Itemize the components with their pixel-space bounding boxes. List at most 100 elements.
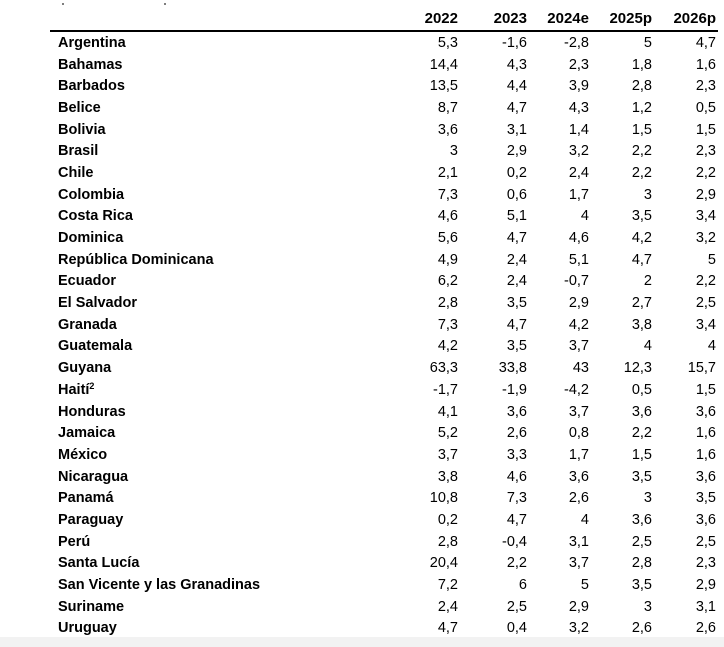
value-cell: 63,3 xyxy=(429,360,458,377)
country-name: Barbados xyxy=(58,78,125,95)
value-cell: 3,7 xyxy=(437,446,458,463)
value-cell: 4,9 xyxy=(437,251,458,268)
value-cell: 6,2 xyxy=(437,273,458,290)
country-name-cell: Perú xyxy=(50,531,380,553)
country-name: Bahamas xyxy=(58,56,123,73)
value-cell: 3,6 xyxy=(437,121,458,138)
table-row: San Vicente y las Granadinas 7,2 6 5 3,5 2,9 xyxy=(50,574,718,596)
value-cell: 13,5 xyxy=(429,78,458,95)
value-cell: 3,6 xyxy=(631,403,652,420)
value-cell: 4,6 xyxy=(506,468,527,485)
value-cell: 3,1 xyxy=(695,598,716,615)
table-row: Barbados 13,5 4,4 3,9 2,8 2,3 xyxy=(50,75,718,97)
growth-table-container: 2022 2023 2024e 2025p 2026p Argentina 5,3… xyxy=(50,7,718,642)
value-cell: 2,3 xyxy=(695,555,716,572)
value-cell: -1,9 xyxy=(502,381,527,398)
value-cell: 2,1 xyxy=(437,164,458,181)
value-cell: 2,8 xyxy=(631,78,652,95)
value-cell: 1,2 xyxy=(631,99,652,116)
value-cell: 2,9 xyxy=(506,143,527,160)
country-name-cell: Panamá xyxy=(50,487,380,509)
table-row: Dominica 5,6 4,7 4,6 4,2 3,2 xyxy=(50,227,718,249)
country-name-cell: Colombia xyxy=(50,184,380,206)
value-cell: -0,7 xyxy=(564,273,589,290)
country-name-cell: Ecuador xyxy=(50,271,380,293)
value-cell: 0,6 xyxy=(506,186,527,203)
value-cell: 0,5 xyxy=(695,99,716,116)
table-row: Suriname 2,4 2,5 2,9 3 3,1 xyxy=(50,596,718,618)
country-name-cell: Dominica xyxy=(50,227,380,249)
value-cell: 1,6 xyxy=(695,425,716,442)
value-cell: 4,3 xyxy=(506,56,527,73)
value-cell: 8,7 xyxy=(437,99,458,116)
value-cell: 5 xyxy=(643,34,652,51)
value-cell: 1,6 xyxy=(695,56,716,73)
country-name: Guyana xyxy=(58,360,112,377)
table-row: Perú 2,8 -0,4 3,1 2,5 2,5 xyxy=(50,531,718,553)
value-cell: 2,8 xyxy=(437,295,458,312)
value-cell: 5,1 xyxy=(568,251,589,268)
value-cell: 3,6 xyxy=(695,468,716,485)
value-cell: 3,6 xyxy=(695,403,716,420)
table-row: Ecuador 6,2 2,4 -0,7 2 2,2 xyxy=(50,271,718,293)
table-row: Brasil 3 2,9 3,2 2,2 2,3 xyxy=(50,140,718,162)
table-row: Argentina 5,3 -1,6 -2,8 5 4,7 xyxy=(50,31,718,54)
country-name-cell: Granada xyxy=(50,314,380,336)
country-name-cell: El Salvador xyxy=(50,292,380,314)
value-cell: 4,1 xyxy=(437,403,458,420)
country-name-cell: Santa Lucía xyxy=(50,553,380,575)
table-row: El Salvador 2,8 3,5 2,9 2,7 2,5 xyxy=(50,292,718,314)
value-cell: 3,5 xyxy=(506,338,527,355)
header-year: 2026p xyxy=(654,7,718,32)
country-name-cell: Nicaragua xyxy=(50,466,380,488)
country-name-cell: Bolivia xyxy=(50,119,380,141)
value-cell: 1,5 xyxy=(695,381,716,398)
value-cell: 2,4 xyxy=(506,251,527,268)
country-name: Guatemala xyxy=(58,338,133,355)
value-cell: 3,6 xyxy=(695,511,716,528)
header-year: 2025p xyxy=(591,7,654,32)
value-cell: 4,2 xyxy=(631,230,652,247)
country-name: Chile xyxy=(58,164,94,181)
country-name-cell: Suriname xyxy=(50,596,380,618)
value-cell: 2,9 xyxy=(695,186,716,203)
value-cell: 3,5 xyxy=(695,490,716,507)
value-cell: 3,5 xyxy=(631,577,652,594)
country-name: El Salvador xyxy=(58,295,137,312)
table-row: Nicaragua 3,8 4,6 3,6 3,5 3,6 xyxy=(50,466,718,488)
value-cell: 4 xyxy=(580,511,589,528)
value-cell: 4,6 xyxy=(437,208,458,225)
value-cell: 2,2 xyxy=(631,164,652,181)
value-cell: 4,7 xyxy=(506,511,527,528)
country-name-cell: Haití2 xyxy=(50,379,380,401)
country-name-cell: Paraguay xyxy=(50,509,380,531)
value-cell: 2,3 xyxy=(568,56,589,73)
country-name: San Vicente y las Granadinas xyxy=(58,577,261,594)
value-cell: 43 xyxy=(572,360,589,377)
value-cell: 0,5 xyxy=(631,381,652,398)
value-cell: 2,8 xyxy=(437,533,458,550)
country-name: Honduras xyxy=(58,403,126,420)
value-cell: 4,7 xyxy=(695,34,716,51)
value-cell: 3,4 xyxy=(695,316,716,333)
value-cell: 0,2 xyxy=(506,164,527,181)
country-name: Haití xyxy=(58,381,90,398)
value-cell: 2,3 xyxy=(695,78,716,95)
value-cell: 3,7 xyxy=(568,403,589,420)
value-cell: 2,2 xyxy=(695,164,716,181)
value-cell: 2,4 xyxy=(506,273,527,290)
value-cell: 10,8 xyxy=(429,490,458,507)
header-row: 2022 2023 2024e 2025p 2026p xyxy=(50,7,718,32)
table-row: Bahamas 14,4 4,3 2,3 1,8 1,6 xyxy=(50,54,718,76)
value-cell: 3,2 xyxy=(695,230,716,247)
value-cell: 7,3 xyxy=(506,490,527,507)
country-name-cell: Bahamas xyxy=(50,54,380,76)
value-cell: 4,7 xyxy=(506,230,527,247)
value-cell: 2,4 xyxy=(568,164,589,181)
value-cell: 0,2 xyxy=(437,511,458,528)
value-cell: 3,7 xyxy=(568,555,589,572)
country-name: Panamá xyxy=(58,490,114,507)
country-name: Bolivia xyxy=(58,121,106,138)
country-name-cell: Jamaica xyxy=(50,422,380,444)
table-row: Bolivia 3,6 3,1 1,4 1,5 1,5 xyxy=(50,119,718,141)
